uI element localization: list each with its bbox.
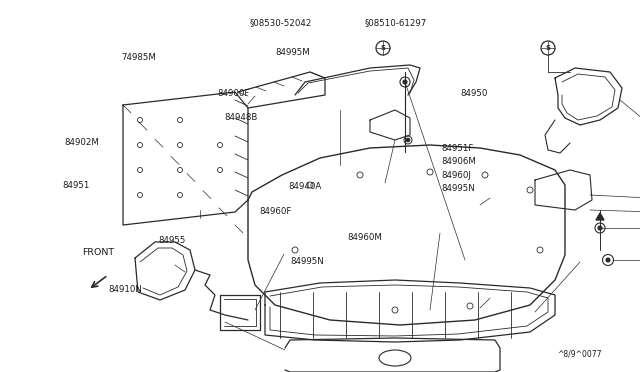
Circle shape xyxy=(598,226,602,230)
Text: 84995N: 84995N xyxy=(442,185,476,193)
Text: S: S xyxy=(381,45,385,51)
Text: 84951: 84951 xyxy=(63,182,90,190)
Text: 84906M: 84906M xyxy=(442,157,476,166)
Text: §08530-52042: §08530-52042 xyxy=(250,19,312,28)
Circle shape xyxy=(403,80,407,84)
Text: 84902M: 84902M xyxy=(64,138,99,147)
Polygon shape xyxy=(596,213,604,220)
Text: S: S xyxy=(545,45,550,51)
Text: 84960F: 84960F xyxy=(259,207,292,216)
Text: 84910N: 84910N xyxy=(109,285,143,294)
Text: 84960M: 84960M xyxy=(348,233,382,242)
Text: 84951F: 84951F xyxy=(442,144,474,153)
Text: 84955: 84955 xyxy=(159,236,186,245)
Text: §08510-61297: §08510-61297 xyxy=(365,19,427,28)
Text: 84960J: 84960J xyxy=(442,171,472,180)
Text: 84948B: 84948B xyxy=(224,113,257,122)
Circle shape xyxy=(406,138,410,142)
Text: FRONT: FRONT xyxy=(82,248,114,257)
Text: 84995N: 84995N xyxy=(290,257,324,266)
Text: 84950: 84950 xyxy=(461,89,488,98)
Text: 84995M: 84995M xyxy=(275,48,310,57)
Text: 84940A: 84940A xyxy=(288,182,321,191)
Text: ^8/9^0077: ^8/9^0077 xyxy=(557,350,602,359)
Text: 74985M: 74985M xyxy=(122,53,156,62)
Circle shape xyxy=(606,258,610,262)
Text: 84900F: 84900F xyxy=(218,89,250,97)
